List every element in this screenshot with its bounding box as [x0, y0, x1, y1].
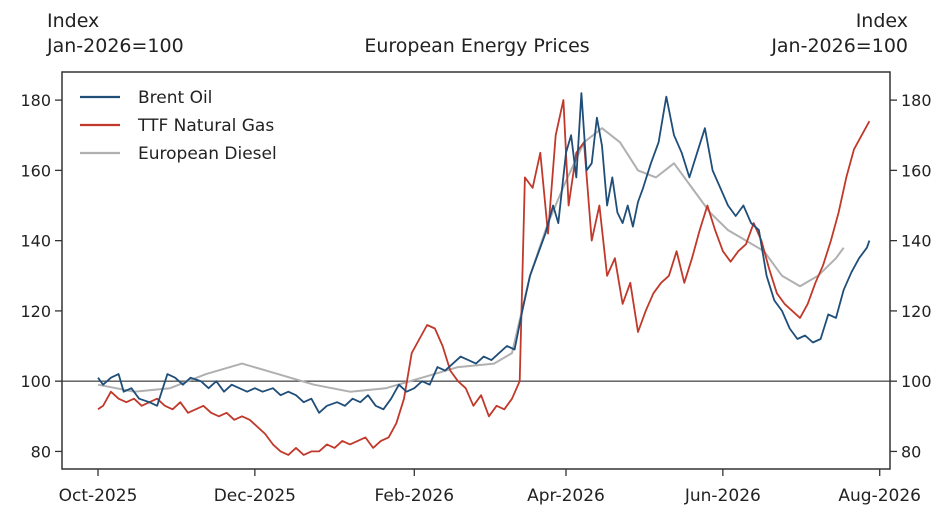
legend-label: TTF Natural Gas	[137, 116, 274, 136]
x-tick-label: Jun-2026	[684, 486, 761, 506]
x-tick-label: Feb-2026	[375, 486, 455, 506]
x-tick-label: Oct-2025	[59, 486, 138, 506]
y-tick-label-right: 160	[901, 161, 932, 180]
y-tick-label-left: 180	[20, 91, 51, 110]
right-axis-label-line1: Index	[856, 10, 908, 32]
y-tick-label-left: 80	[31, 442, 51, 461]
y-tick-label-right: 140	[901, 232, 932, 251]
left-axis-label-line1: Index	[47, 10, 99, 32]
left-axis-label-line2: Jan-2026=100	[46, 35, 184, 57]
x-tick-label: Apr-2026	[527, 486, 605, 506]
x-tick-label: Aug-2026	[838, 486, 921, 506]
plot-frame	[61, 71, 891, 470]
y-tick-label-left: 160	[20, 161, 51, 180]
x-tick-label: Dec-2025	[214, 486, 296, 506]
right-axis-label-line2: Jan-2026=100	[770, 35, 908, 57]
right-y-axis: 80 100 120 140 160 180	[890, 91, 932, 461]
left-y-axis: 80 100 120 140 160 180	[20, 91, 62, 461]
chart-title: European Energy Prices	[364, 35, 589, 57]
legend-label: Brent Oil	[138, 88, 212, 108]
y-tick-label-right: 180	[901, 91, 932, 110]
y-tick-label-left: 100	[20, 372, 51, 391]
y-tick-label-left: 140	[20, 232, 51, 251]
series-group	[97, 92, 871, 456]
series-line-brent-oil	[97, 92, 871, 414]
y-tick-label-right: 120	[901, 302, 932, 321]
legend: Brent Oil TTF Natural Gas European Diesel	[80, 88, 277, 164]
x-axis: Oct-2025 Dec-2025 Feb-2026 Apr-2026 Jun-2026…	[59, 469, 921, 506]
legend-label: European Diesel	[138, 144, 277, 164]
series-line-ttf-natural-gas	[97, 99, 871, 456]
y-tick-label-left: 120	[20, 302, 51, 321]
y-tick-label-right: 100	[901, 372, 932, 391]
y-tick-label-right: 80	[901, 442, 921, 461]
